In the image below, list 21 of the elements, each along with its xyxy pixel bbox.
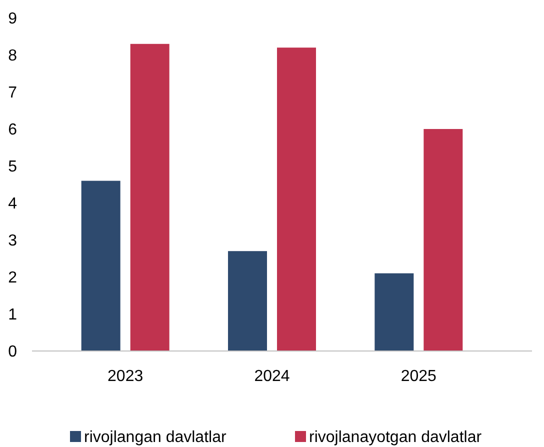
bar [424, 129, 463, 351]
y-tick-label: 7 [8, 84, 18, 102]
y-tick-label: 5 [8, 158, 18, 176]
x-tick-label: 2025 [400, 368, 437, 385]
y-tick-label: 0 [8, 344, 18, 361]
y-tick-label: 4 [8, 196, 18, 213]
x-tick-label: 2024 [254, 368, 290, 385]
bar [374, 273, 414, 351]
y-tick-label: 6 [8, 122, 18, 139]
y-tick-label: 1 [8, 306, 18, 324]
y-tick-label: 3 [8, 232, 18, 250]
y-tick-label: 8 [8, 48, 18, 65]
legend-label: rivojlangan davlatlar [84, 429, 227, 446]
x-tick-label: 2023 [108, 368, 144, 385]
bar [130, 44, 170, 351]
y-tick-label: 2 [8, 270, 18, 287]
legend-label: rivojlanayotgan davlatlar [309, 429, 482, 446]
bar [81, 180, 120, 351]
bar [228, 251, 267, 351]
bar [277, 48, 316, 351]
y-tick-label: 9 [8, 10, 18, 28]
